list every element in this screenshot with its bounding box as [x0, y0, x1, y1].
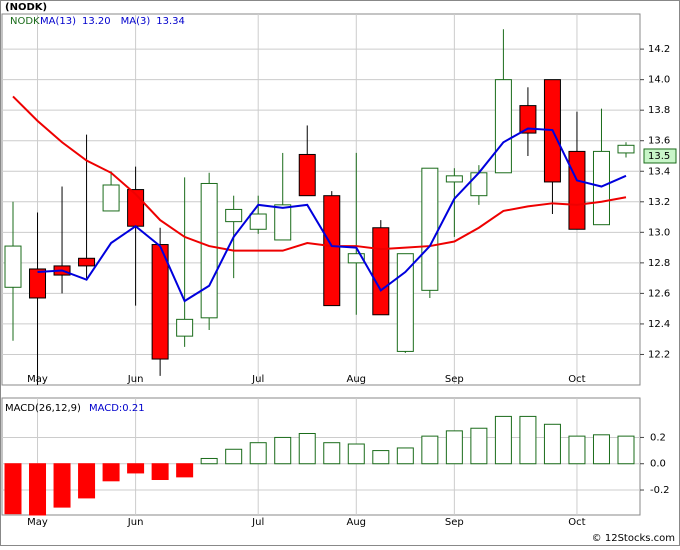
x-tick-label: Oct: [568, 374, 585, 385]
candle-body: [445, 175, 463, 183]
candle-body: [470, 172, 488, 197]
macd-bar: [445, 430, 463, 465]
y-tick-label: 0.2: [650, 432, 666, 443]
candle-body: [102, 184, 120, 212]
candle-body: [151, 244, 169, 360]
candle-body: [568, 150, 586, 230]
macd-bar: [298, 432, 316, 465]
candle-body: [274, 204, 292, 241]
candle-body: [4, 245, 22, 288]
legend-name: MA(3): [121, 16, 151, 27]
candle-body: [225, 208, 243, 223]
y-tick-label: 13.4: [648, 166, 670, 177]
candle-body: [372, 227, 390, 316]
macd-bar: [151, 463, 169, 481]
x-tick-label: Aug: [347, 517, 367, 528]
x-tick-label: Aug: [347, 374, 367, 385]
macd-bar: [543, 423, 561, 465]
y-tick-label: 12.4: [648, 319, 670, 330]
macd-legend: MACD:0.21: [89, 403, 145, 414]
chart-title: (NODK): [5, 2, 47, 13]
macd-bar: [102, 463, 120, 482]
macd-bar: [78, 463, 96, 499]
macd-bar: [274, 436, 292, 465]
y-tick-label: 13.8: [648, 105, 670, 116]
last-price-tag: [643, 148, 677, 164]
candle-body: [249, 213, 267, 230]
candle-body: [176, 318, 194, 337]
macd-bar: [421, 435, 439, 465]
candle-body: [617, 144, 635, 154]
ma-line: [37, 127, 627, 303]
legend-value: 13.34: [156, 16, 185, 27]
price-panel: [1, 13, 641, 386]
y-tick-label: 13.0: [648, 227, 670, 238]
macd-bar: [323, 442, 341, 465]
ticker: NODK: [10, 16, 40, 27]
candle-body: [200, 182, 218, 319]
macd-bar: [519, 415, 537, 465]
y-tick-label: 12.8: [648, 258, 670, 269]
footer: © 12Stocks.com: [592, 533, 675, 544]
candle-body: [421, 167, 439, 291]
x-tick-label: Sep: [445, 374, 464, 385]
x-tick-label: Jul: [251, 517, 264, 528]
candle-body: [592, 150, 610, 226]
legend-value: 13.20: [82, 16, 111, 27]
x-tick-label: Jun: [127, 374, 144, 385]
x-tick-label: Jul: [251, 374, 264, 385]
macd-bar: [347, 443, 365, 465]
candle-body: [519, 105, 537, 134]
x-tick-label: May: [27, 517, 48, 528]
x-tick-label: Sep: [445, 517, 464, 528]
y-tick-label: 13.2: [648, 197, 670, 208]
macd-bar: [127, 463, 145, 474]
x-tick-label: Jun: [127, 517, 144, 528]
candle-body: [323, 195, 341, 307]
macd-bar: [249, 442, 267, 465]
candle-body: [29, 268, 47, 299]
macd-bar: [592, 434, 610, 465]
y-tick-label: 13.6: [648, 136, 670, 147]
legend-name: MA(13): [40, 16, 76, 27]
macd-bar: [470, 427, 488, 465]
macd-bar: [494, 415, 512, 465]
macd-bar: [225, 448, 243, 465]
macd-bar: [617, 435, 635, 465]
y-tick-label: 14.0: [648, 75, 670, 86]
macd-bar: [29, 463, 47, 516]
y-tick-label: 12.6: [648, 288, 670, 299]
macd-title: MACD(26,12,9): [5, 403, 81, 414]
macd-bar: [396, 447, 414, 465]
macd-bar: [4, 463, 22, 515]
macd-bar: [372, 450, 390, 465]
ma-line: [12, 95, 627, 252]
candle-body: [298, 153, 316, 197]
y-tick-label: -0.2: [650, 485, 670, 496]
y-tick-label: 14.2: [648, 44, 670, 55]
macd-bar: [200, 457, 218, 465]
candle-body: [396, 253, 414, 352]
x-tick-label: Oct: [568, 517, 585, 528]
candle-body: [347, 253, 365, 264]
last-price-label: 13.5: [648, 151, 670, 162]
y-tick-label: 12.2: [648, 349, 670, 360]
macd-bar: [53, 463, 71, 508]
candle-body: [78, 257, 96, 267]
macd-bar: [568, 435, 586, 465]
candle-body: [494, 79, 512, 174]
y-tick-label: 0.0: [650, 459, 666, 470]
macd-bar: [176, 463, 194, 478]
